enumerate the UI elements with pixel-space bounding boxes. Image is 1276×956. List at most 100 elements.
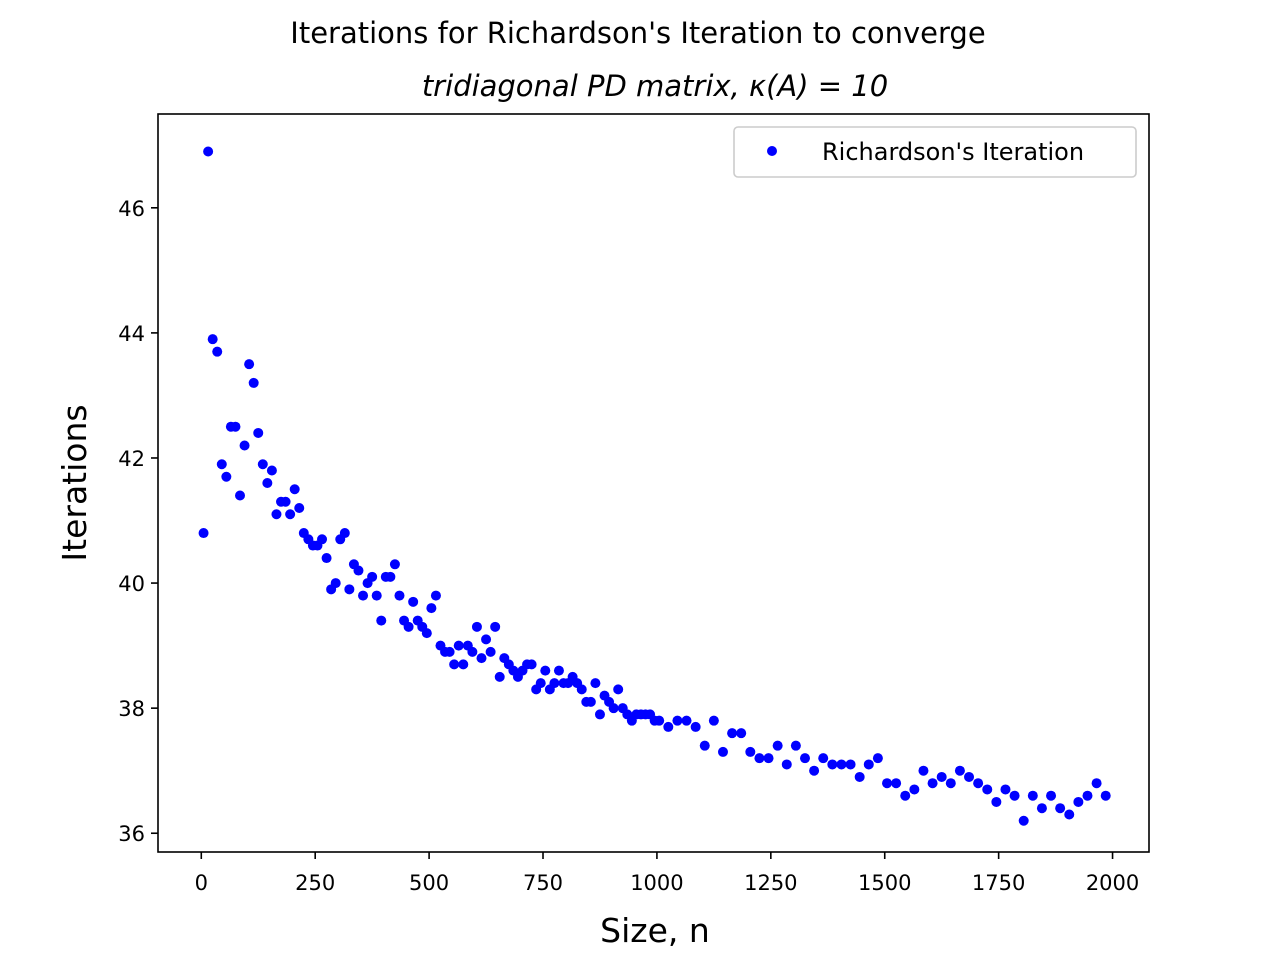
data-point bbox=[1009, 790, 1020, 801]
data-point bbox=[872, 753, 883, 764]
x-axis-ticks: 0 250 500 750 1000 1250 1500 1750 2000 bbox=[195, 852, 1139, 895]
data-point bbox=[553, 665, 564, 676]
data-point bbox=[918, 765, 929, 776]
data-point bbox=[216, 459, 227, 470]
data-point bbox=[836, 759, 847, 770]
data-point bbox=[736, 728, 747, 739]
data-point bbox=[289, 484, 300, 495]
x-tick-label: 0 bbox=[195, 871, 208, 895]
data-point bbox=[1036, 803, 1047, 814]
data-point bbox=[408, 596, 419, 607]
data-point bbox=[371, 590, 382, 601]
data-point bbox=[745, 746, 756, 757]
x-tick-label: 1250 bbox=[744, 871, 797, 895]
data-point bbox=[809, 765, 820, 776]
y-tick-label: 36 bbox=[118, 822, 145, 846]
data-point bbox=[1000, 784, 1011, 795]
data-point bbox=[1046, 790, 1057, 801]
data-point bbox=[321, 553, 332, 564]
data-point bbox=[421, 628, 432, 639]
x-tick-label: 1500 bbox=[858, 871, 911, 895]
data-point bbox=[389, 559, 400, 570]
data-point bbox=[540, 665, 551, 676]
data-point bbox=[964, 771, 975, 782]
data-point bbox=[198, 528, 209, 539]
x-tick-label: 1000 bbox=[630, 871, 683, 895]
data-point bbox=[257, 459, 268, 470]
legend-box bbox=[733, 126, 1137, 178]
y-tick-label: 38 bbox=[118, 697, 145, 721]
data-point bbox=[221, 471, 232, 482]
data-point bbox=[754, 753, 765, 764]
data-point bbox=[585, 696, 596, 707]
data-point bbox=[471, 621, 482, 632]
scatter-points bbox=[198, 146, 1111, 826]
data-point bbox=[863, 759, 874, 770]
data-point bbox=[690, 721, 701, 732]
data-point bbox=[1018, 815, 1029, 826]
data-point bbox=[763, 753, 774, 764]
y-tick-label: 46 bbox=[118, 197, 145, 221]
data-point bbox=[936, 771, 947, 782]
x-tick-label: 500 bbox=[409, 871, 449, 895]
data-point bbox=[608, 703, 619, 714]
data-point bbox=[248, 377, 259, 388]
data-point bbox=[1073, 796, 1084, 807]
data-point bbox=[244, 359, 255, 370]
x-tick-label: 2000 bbox=[1086, 871, 1139, 895]
data-point bbox=[681, 715, 692, 726]
data-point bbox=[239, 440, 250, 451]
data-point bbox=[280, 496, 291, 507]
data-point bbox=[891, 778, 902, 789]
legend: Richardson's Iteration bbox=[733, 126, 1137, 178]
data-point bbox=[535, 678, 546, 689]
data-point bbox=[330, 578, 341, 589]
y-axis-label: Iterations bbox=[55, 404, 94, 561]
data-point bbox=[727, 728, 738, 739]
data-point bbox=[476, 653, 487, 664]
data-point bbox=[344, 584, 355, 595]
data-point bbox=[799, 753, 810, 764]
data-point bbox=[253, 427, 264, 438]
data-point bbox=[954, 765, 965, 776]
y-tick-label: 42 bbox=[118, 447, 145, 471]
data-point bbox=[1082, 790, 1093, 801]
data-point bbox=[526, 659, 537, 670]
data-point bbox=[549, 678, 560, 689]
data-point bbox=[458, 659, 469, 670]
data-point bbox=[1055, 803, 1066, 814]
data-point bbox=[1064, 809, 1075, 820]
data-point bbox=[845, 759, 856, 770]
data-point bbox=[430, 590, 441, 601]
data-point bbox=[991, 796, 1002, 807]
data-point bbox=[271, 509, 282, 520]
data-point bbox=[230, 421, 241, 432]
x-axis-label: Size, n bbox=[600, 911, 710, 950]
data-point bbox=[235, 490, 246, 501]
y-axis-ticks: 36 38 40 42 44 46 bbox=[118, 197, 158, 846]
data-point bbox=[403, 621, 414, 632]
data-point bbox=[339, 528, 350, 539]
data-point bbox=[594, 709, 605, 720]
y-tick-label: 44 bbox=[118, 322, 145, 346]
data-point bbox=[266, 465, 277, 476]
data-point bbox=[882, 778, 893, 789]
data-point bbox=[717, 746, 728, 757]
data-point bbox=[285, 509, 296, 520]
data-point bbox=[353, 565, 364, 576]
data-point bbox=[1027, 790, 1038, 801]
data-point bbox=[790, 740, 801, 751]
data-point bbox=[708, 715, 719, 726]
data-point bbox=[982, 784, 993, 795]
data-point bbox=[317, 534, 328, 545]
data-point bbox=[654, 715, 665, 726]
data-point bbox=[590, 678, 601, 689]
data-point bbox=[1091, 778, 1102, 789]
data-point bbox=[426, 603, 437, 614]
data-point bbox=[490, 621, 501, 632]
data-point bbox=[818, 753, 829, 764]
data-point bbox=[444, 646, 455, 657]
data-point bbox=[781, 759, 792, 770]
data-point bbox=[973, 778, 984, 789]
chart-title: Iterations for Richardson's Iteration to… bbox=[290, 16, 985, 50]
